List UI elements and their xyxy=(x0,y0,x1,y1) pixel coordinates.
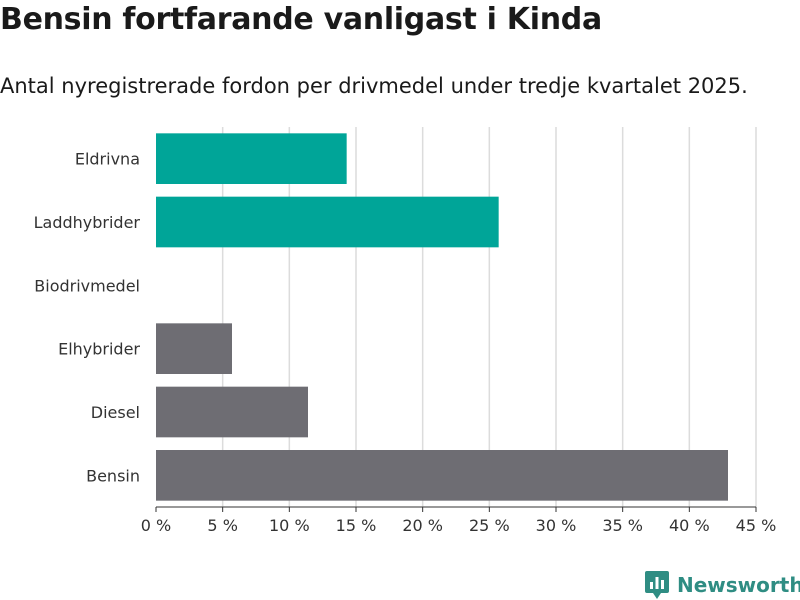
x-axis: 0 % 5 % 10 % 15 % 20 % 25 % 30 % 35 % 40 % 45 % xyxy=(141,506,777,535)
category-label: Bensin xyxy=(86,466,140,485)
x-tick-label: 15 % xyxy=(336,516,377,535)
x-tick-label: 40 % xyxy=(669,516,710,535)
category-label: Eldrivna xyxy=(75,150,140,169)
category-label: Diesel xyxy=(91,403,140,422)
chart-subtitle: Antal nyregistrerade fordon per drivmede… xyxy=(0,74,748,98)
bar xyxy=(156,323,232,374)
grid-lines xyxy=(221,127,757,507)
newsworthy-logo-icon xyxy=(645,571,669,599)
x-tick-label: 10 % xyxy=(269,516,310,535)
category-label: Biodrivmedel xyxy=(34,276,140,295)
bars xyxy=(156,133,728,501)
bar xyxy=(156,133,347,184)
x-tick-label: 45 % xyxy=(736,516,777,535)
x-tick-label: 30 % xyxy=(536,516,577,535)
x-tick-label: 25 % xyxy=(469,516,510,535)
x-tick-label: 5 % xyxy=(207,516,237,535)
chart-title: Bensin fortfarande vanligast i Kinda xyxy=(0,2,602,37)
category-label: Elhybrider xyxy=(58,340,140,359)
category-labels: Eldrivna Laddhybrider Biodrivmedel Elhybrid… xyxy=(34,150,141,486)
x-tick-label: 20 % xyxy=(402,516,443,535)
newsworthy-logo: Newsworthy xyxy=(644,570,800,600)
newsworthy-logo-text: Newsworthy xyxy=(677,573,800,597)
bar xyxy=(156,450,728,501)
x-tick-label: 35 % xyxy=(602,516,643,535)
x-tick-label: 0 % xyxy=(141,516,171,535)
category-label: Laddhybrider xyxy=(34,213,141,232)
bar xyxy=(156,386,308,438)
bar xyxy=(156,196,499,248)
